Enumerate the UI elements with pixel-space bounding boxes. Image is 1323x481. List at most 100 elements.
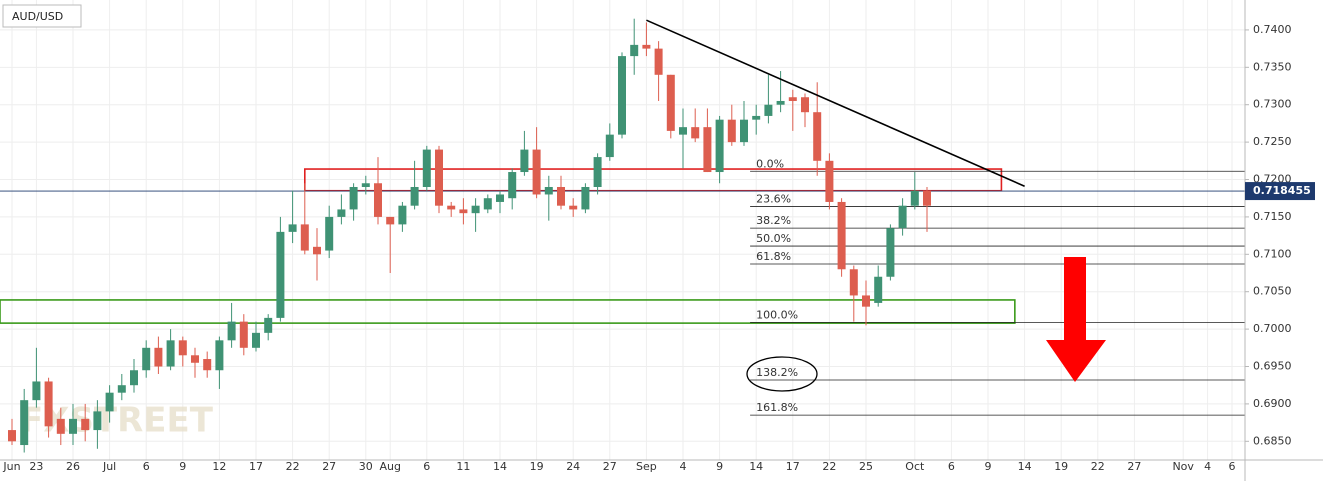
candle-body bbox=[422, 149, 431, 187]
trend-line bbox=[646, 19, 1025, 187]
candle-body bbox=[715, 119, 724, 173]
y-tick-label: 0.7000 bbox=[1253, 322, 1292, 335]
candle-body bbox=[752, 115, 761, 120]
candle-body bbox=[32, 381, 41, 401]
candle-body bbox=[874, 276, 883, 303]
candle-body bbox=[56, 418, 65, 434]
down-arrow bbox=[1046, 257, 1106, 382]
x-tick-label: 9 bbox=[716, 460, 723, 473]
candle-body bbox=[154, 347, 163, 367]
highlight-ellipse bbox=[746, 356, 818, 392]
candle-body bbox=[496, 194, 504, 202]
y-tick-label: 0.7400 bbox=[1253, 23, 1292, 36]
y-tick-label: 0.7050 bbox=[1253, 285, 1292, 298]
candle-body bbox=[325, 216, 334, 251]
x-tick-label: 11 bbox=[456, 460, 470, 473]
x-tick-label: 6 bbox=[1229, 460, 1236, 473]
fib-label: 23.6% bbox=[756, 192, 791, 205]
candle-body bbox=[459, 209, 468, 214]
zone bbox=[0, 299, 1016, 324]
x-tick-label: 27 bbox=[322, 460, 336, 473]
candle-body bbox=[447, 205, 456, 210]
candle-body bbox=[618, 56, 626, 135]
x-tick-label: 19 bbox=[530, 460, 544, 473]
candle-body bbox=[666, 74, 675, 131]
candle-body bbox=[264, 317, 273, 333]
x-tick-label: 27 bbox=[603, 460, 617, 473]
x-tick-label: 6 bbox=[143, 460, 150, 473]
x-tick-label: 25 bbox=[859, 460, 873, 473]
x-tick-label: 17 bbox=[249, 460, 263, 473]
x-tick-label: 4 bbox=[1204, 460, 1211, 473]
y-tick-label: 0.7150 bbox=[1253, 210, 1292, 223]
candle-body bbox=[313, 246, 321, 255]
candle-body bbox=[557, 186, 565, 206]
candle-body bbox=[520, 149, 529, 173]
candle-body bbox=[142, 347, 151, 371]
candle-body bbox=[898, 205, 907, 229]
candle-body bbox=[252, 332, 260, 348]
candle-body bbox=[288, 224, 297, 232]
x-tick-label: 4 bbox=[680, 460, 687, 473]
chart-title: AUD/USD bbox=[12, 10, 63, 23]
candle-body bbox=[788, 97, 797, 101]
y-tick-label: 0.7300 bbox=[1253, 98, 1292, 111]
candle-body bbox=[642, 44, 651, 49]
candle-body bbox=[276, 231, 285, 318]
x-tick-label: 14 bbox=[493, 460, 507, 473]
x-tick-label: 12 bbox=[212, 460, 226, 473]
candle-body bbox=[837, 201, 846, 270]
candle-body bbox=[825, 160, 834, 202]
candle-body bbox=[544, 186, 553, 195]
candle-body bbox=[386, 216, 395, 225]
x-tick-label: 22 bbox=[286, 460, 300, 473]
candle-body bbox=[605, 134, 614, 158]
axes: 0.6850 0.6900 0.6950 0.7000 0.7050 0.7100 0.71… bbox=[2, 23, 1315, 473]
x-tick-label: 17 bbox=[786, 460, 800, 473]
candle-body bbox=[691, 127, 700, 139]
candle-body bbox=[239, 321, 248, 348]
candle-body bbox=[813, 112, 822, 161]
candle-body bbox=[532, 149, 541, 195]
x-tick-label: 24 bbox=[566, 460, 580, 473]
fib-label: 50.0% bbox=[756, 232, 791, 245]
x-tick-label: 6 bbox=[423, 460, 430, 473]
x-tick-label: 26 bbox=[66, 460, 80, 473]
last-price-box bbox=[1245, 182, 1315, 201]
candle-body bbox=[361, 183, 370, 187]
candle-body bbox=[727, 119, 736, 143]
title-box bbox=[2, 4, 82, 28]
plot: 0.0% 23.6% 38.2% 50.0% 61.8% 100.0% 138.2% 161.… bbox=[0, 18, 1245, 453]
candle-body bbox=[398, 205, 407, 225]
candle-body bbox=[483, 198, 492, 210]
y-tick-label: 0.6950 bbox=[1253, 360, 1292, 373]
candle-body bbox=[435, 149, 443, 206]
fib-label: 138.2% bbox=[756, 366, 798, 379]
candle-body bbox=[849, 269, 858, 296]
candle-body bbox=[862, 295, 870, 307]
candle-body bbox=[227, 321, 236, 341]
y-tick-label: 0.7350 bbox=[1253, 60, 1292, 73]
candle-body bbox=[337, 209, 346, 217]
x-tick-label: Jun bbox=[2, 460, 20, 473]
candle-body bbox=[508, 172, 517, 199]
candle-body bbox=[581, 186, 590, 210]
candle-body bbox=[776, 100, 785, 105]
x-tick-label: 23 bbox=[29, 460, 43, 473]
candle-body bbox=[349, 186, 358, 210]
candle-body bbox=[410, 186, 419, 206]
candle-body bbox=[117, 385, 126, 393]
x-tick-label: 22 bbox=[822, 460, 836, 473]
x-tick-label: Aug bbox=[379, 460, 400, 473]
candle-body bbox=[105, 392, 114, 412]
x-tick-label: 22 bbox=[1091, 460, 1105, 473]
x-tick-label: 27 bbox=[1127, 460, 1141, 473]
candle-body bbox=[654, 48, 663, 75]
x-tick-label: Nov bbox=[1172, 460, 1194, 473]
candle-body bbox=[215, 340, 224, 371]
candle-body bbox=[191, 355, 199, 363]
candle-body bbox=[93, 411, 102, 431]
x-tick-label: Oct bbox=[905, 460, 925, 473]
candle-body bbox=[886, 228, 895, 277]
